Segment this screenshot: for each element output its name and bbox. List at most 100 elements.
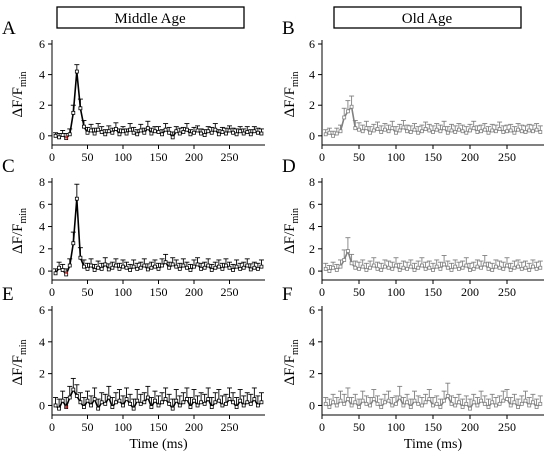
data-point — [149, 265, 154, 270]
data-point — [375, 266, 380, 271]
header-left: Middle Age — [56, 6, 245, 29]
data-point — [523, 265, 528, 270]
data-point — [482, 262, 487, 267]
stimulus-marker — [64, 135, 68, 139]
data-point — [220, 266, 225, 271]
data-point — [124, 265, 129, 270]
data-point — [508, 128, 513, 133]
data-point — [519, 129, 524, 134]
data-point — [153, 129, 157, 134]
data-point — [405, 266, 410, 271]
data-point — [117, 398, 122, 403]
data-point — [345, 397, 350, 401]
data-point — [342, 258, 347, 262]
data-point — [248, 267, 253, 272]
data-point — [71, 110, 76, 115]
data-point — [149, 405, 154, 409]
data-point — [349, 261, 354, 266]
data-point — [382, 400, 387, 405]
data-point — [85, 398, 90, 403]
data-point — [106, 395, 111, 400]
data-point — [82, 264, 86, 269]
data-point — [538, 265, 543, 270]
data-point — [423, 400, 428, 405]
y-tick-label: 2 — [39, 242, 45, 256]
data-point — [149, 131, 154, 136]
data-point — [82, 124, 86, 129]
data-point — [412, 398, 417, 403]
x-tick-label: 150 — [424, 420, 442, 434]
data-point — [501, 266, 506, 271]
data-point — [368, 403, 373, 408]
series-b — [323, 95, 543, 138]
data-point — [184, 265, 189, 270]
y-axis-label: ΔF/Fmin — [10, 339, 29, 385]
y-tick-label: 0 — [309, 129, 315, 143]
data-point — [82, 405, 86, 409]
x-tick-label: 150 — [150, 420, 168, 434]
data-point — [508, 268, 513, 272]
data-point — [353, 126, 358, 131]
data-point — [231, 268, 235, 272]
data-point — [99, 400, 104, 405]
x-tick-label: 100 — [114, 285, 132, 299]
data-point — [114, 400, 118, 405]
data-point — [379, 268, 384, 272]
data-point — [188, 268, 193, 272]
panel-c: C ΔF/Fmin 0 2 4 6 8 0 50 100 150 200 250 — [2, 156, 265, 299]
data-point — [60, 133, 65, 137]
data-point — [231, 130, 235, 135]
data-point — [519, 266, 524, 271]
data-point — [103, 401, 108, 406]
data-point — [490, 400, 495, 405]
data-point — [405, 400, 410, 405]
data-point — [174, 129, 179, 134]
y-tick-label: 4 — [39, 68, 45, 82]
data-point — [505, 129, 509, 134]
data-point — [342, 115, 347, 120]
data-point — [486, 130, 491, 135]
data-point — [360, 129, 365, 134]
data-point — [202, 133, 207, 137]
data-point — [234, 405, 239, 409]
data-point — [259, 264, 264, 269]
data-point — [382, 127, 387, 132]
data-point — [349, 403, 354, 408]
data-point — [156, 403, 161, 408]
data-point — [431, 130, 435, 134]
data-point — [445, 265, 450, 270]
data-point — [238, 266, 243, 271]
data-point — [241, 131, 246, 136]
data-point — [531, 264, 535, 269]
data-point — [486, 266, 491, 271]
data-point — [238, 129, 243, 134]
data-point — [416, 130, 421, 135]
y-axis-label: ΔF/Fmin — [10, 208, 29, 254]
data-point — [195, 403, 200, 408]
data-point — [338, 398, 343, 403]
data-point — [471, 126, 476, 131]
data-point — [92, 131, 97, 136]
data-point — [74, 69, 79, 74]
data-point — [174, 264, 179, 269]
data-point — [531, 400, 535, 405]
data-point — [117, 132, 122, 137]
x-tick-label: 0 — [49, 420, 55, 434]
panel-letter: C — [2, 156, 15, 177]
data-point — [479, 129, 484, 134]
data-point — [213, 127, 218, 132]
series-d — [323, 237, 543, 273]
data-point — [131, 264, 136, 269]
data-point — [153, 398, 157, 403]
x-tick-label: 100 — [114, 150, 132, 164]
data-point — [131, 130, 136, 135]
data-point — [216, 264, 221, 269]
data-point — [453, 264, 458, 269]
data-point — [379, 405, 384, 409]
data-point — [397, 395, 402, 400]
panel-a: A ΔF/Fmin 0 2 4 6 0 50 100 150 200 250 — [2, 18, 265, 164]
data-point — [327, 405, 332, 409]
data-point — [368, 265, 373, 270]
data-point — [338, 264, 343, 269]
